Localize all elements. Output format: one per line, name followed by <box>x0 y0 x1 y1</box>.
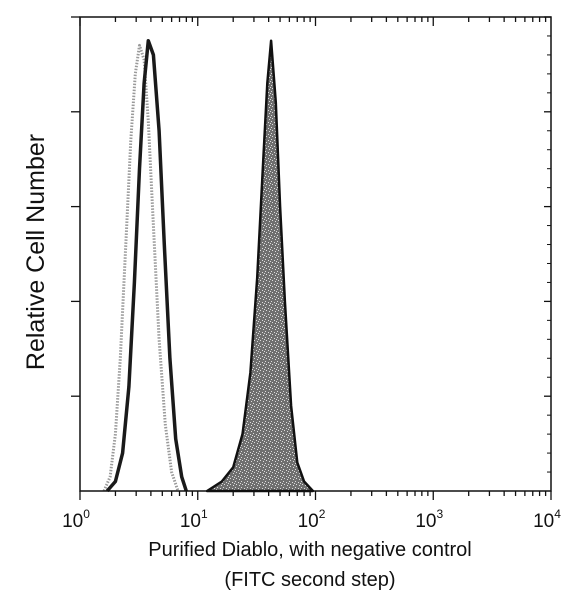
x-tick-label: 102 <box>298 507 326 532</box>
series-diablo-filled-histogram <box>205 39 315 493</box>
axes: 100 101 102 103 104 <box>62 16 561 532</box>
series-negative-control-dotted <box>102 43 180 492</box>
x-tick-label: 100 <box>62 507 90 532</box>
x-tick-label: 104 <box>533 507 561 532</box>
plot-frame <box>79 16 552 492</box>
x-tick-label: 103 <box>415 507 443 532</box>
y-axis-title: Relative Cell Number <box>22 134 50 370</box>
x-tick-label: 101 <box>180 507 208 532</box>
axis-labels: Purified Diablo, with negative control (… <box>22 134 472 591</box>
x-axis-title-line-1: Purified Diablo, with negative control <box>148 539 472 561</box>
series-negative-control-solid <box>105 38 188 493</box>
x-axis-title-line-2: (FITC second step) <box>224 569 395 591</box>
plot-area <box>102 38 315 493</box>
